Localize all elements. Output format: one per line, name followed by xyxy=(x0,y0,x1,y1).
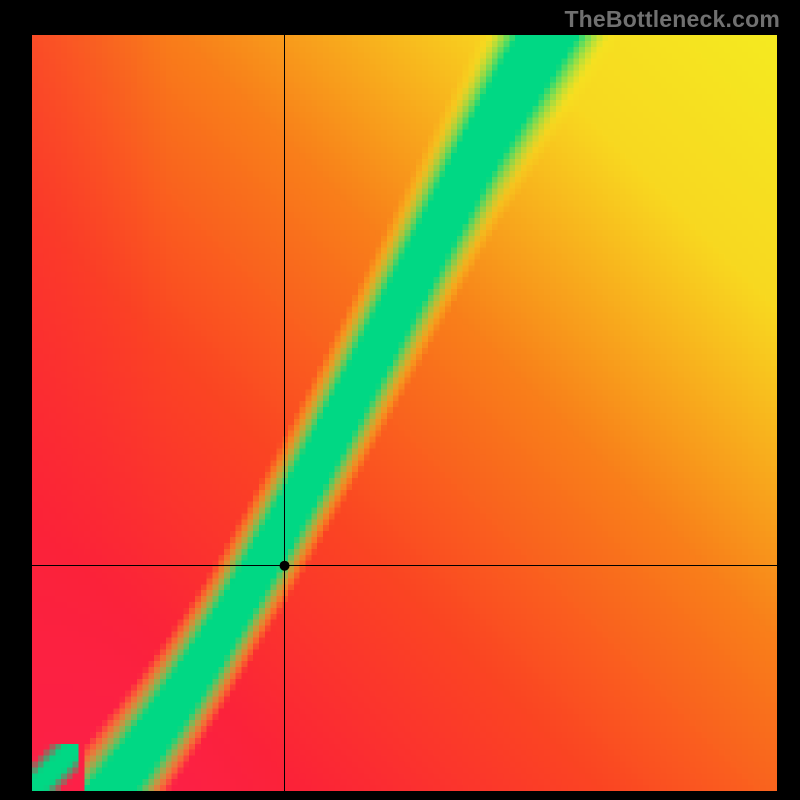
crosshair-vertical xyxy=(284,35,285,791)
watermark-text: TheBottleneck.com xyxy=(564,6,780,33)
chart-container: { "watermark": "TheBottleneck.com", "wat… xyxy=(0,0,800,800)
crosshair-horizontal xyxy=(32,565,777,566)
bottleneck-heatmap xyxy=(32,35,777,791)
